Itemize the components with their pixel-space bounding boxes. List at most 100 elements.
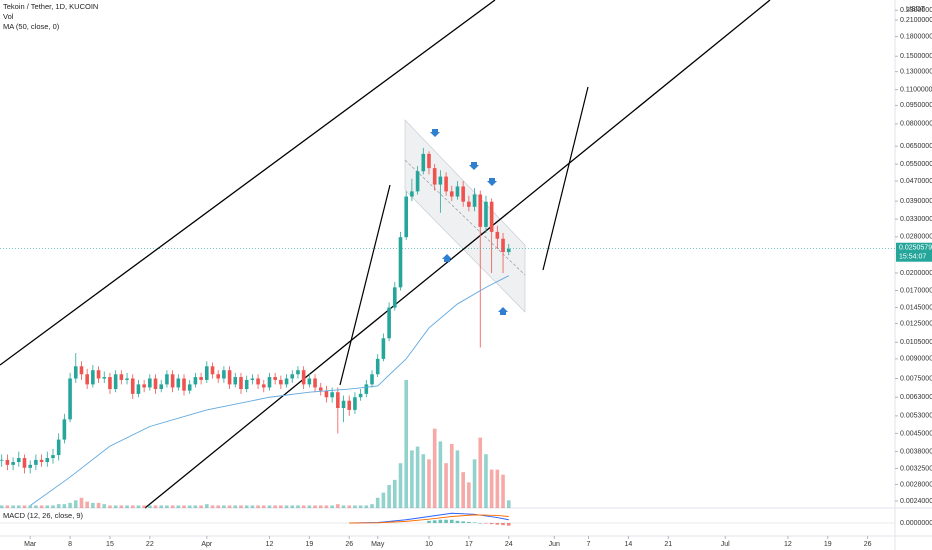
candle-body [364, 384, 369, 394]
candle-body [506, 248, 511, 253]
candle-body [467, 201, 471, 207]
candle-body [501, 238, 505, 253]
volume-bar [427, 459, 431, 508]
volume-bar [176, 505, 181, 508]
candle-body [444, 176, 448, 192]
volume-bar [279, 505, 283, 508]
volume-bar [216, 505, 220, 508]
candle-body [495, 231, 500, 239]
volume-bar [273, 505, 277, 508]
candle-body [51, 455, 55, 459]
candle-body [119, 374, 124, 380]
candle-body [398, 237, 403, 288]
macd-hist [506, 523, 511, 526]
x-tick-label: 8 [68, 541, 72, 548]
volume-bar [113, 505, 118, 508]
ma-line [29, 275, 509, 507]
candle-body [313, 378, 317, 388]
arrow-down [430, 129, 440, 137]
volume-bar [415, 446, 420, 508]
candle-body [318, 387, 323, 391]
volume-bar [324, 505, 329, 508]
volume-bar [444, 463, 448, 508]
macd-label: MACD (12, 26, close, 9) [3, 511, 84, 520]
arrow-up [442, 254, 452, 262]
candle-body [56, 439, 61, 456]
candle-body [170, 374, 175, 388]
candle-body [421, 153, 426, 172]
volume-bar [313, 505, 317, 508]
candle-body [182, 378, 186, 391]
candle-body [22, 458, 27, 468]
volume-bar [102, 504, 107, 508]
candle-body [301, 370, 306, 385]
volume-bar [205, 504, 209, 508]
volume-bar [227, 505, 232, 508]
candle-body [159, 384, 164, 390]
candle-body [410, 191, 414, 197]
candle-body [28, 464, 32, 468]
macd-hist [427, 520, 431, 523]
x-tick-label: 21 [664, 541, 672, 548]
candle-body [187, 384, 192, 391]
volume-bar [17, 505, 21, 508]
volume-bar [170, 505, 175, 508]
macd-hist [461, 521, 465, 523]
candle-body [176, 378, 181, 388]
volume-bar [222, 505, 226, 508]
candle-body [153, 378, 158, 390]
volume-bar [11, 505, 15, 508]
volume-bar [5, 505, 10, 508]
volume-bar [79, 497, 84, 508]
candle-body [148, 378, 152, 388]
candle-body [108, 377, 112, 390]
candle-body [370, 374, 374, 385]
candle-body [478, 194, 483, 227]
candle-body [250, 378, 255, 380]
volume-bar [290, 505, 295, 508]
candle-body [489, 201, 494, 232]
volume-bar [22, 505, 27, 508]
volume-bar [472, 459, 477, 508]
signal-line [349, 514, 509, 524]
volume-bar [421, 454, 426, 508]
volume-bar [96, 502, 101, 508]
volume-bar [136, 505, 141, 508]
candle-body [336, 392, 340, 409]
volume-bar [432, 428, 437, 508]
x-tick-label: 24 [505, 541, 513, 548]
countdown-label: 15:54:07 [899, 254, 926, 261]
macd-hist [472, 522, 477, 523]
volume-bar [159, 505, 164, 508]
candle-body [261, 384, 266, 388]
volume-bar [244, 505, 249, 508]
candle-body [130, 378, 135, 394]
macd-hist [449, 519, 454, 523]
volume-bar [0, 505, 4, 508]
candle-body [91, 370, 95, 385]
volume-bar [250, 505, 255, 508]
candle-body [296, 370, 300, 375]
candle-body [244, 379, 249, 390]
candle-body [73, 366, 78, 379]
volume-bar [165, 505, 169, 508]
x-tick-label: 19 [824, 541, 832, 548]
candle-body [34, 459, 38, 465]
